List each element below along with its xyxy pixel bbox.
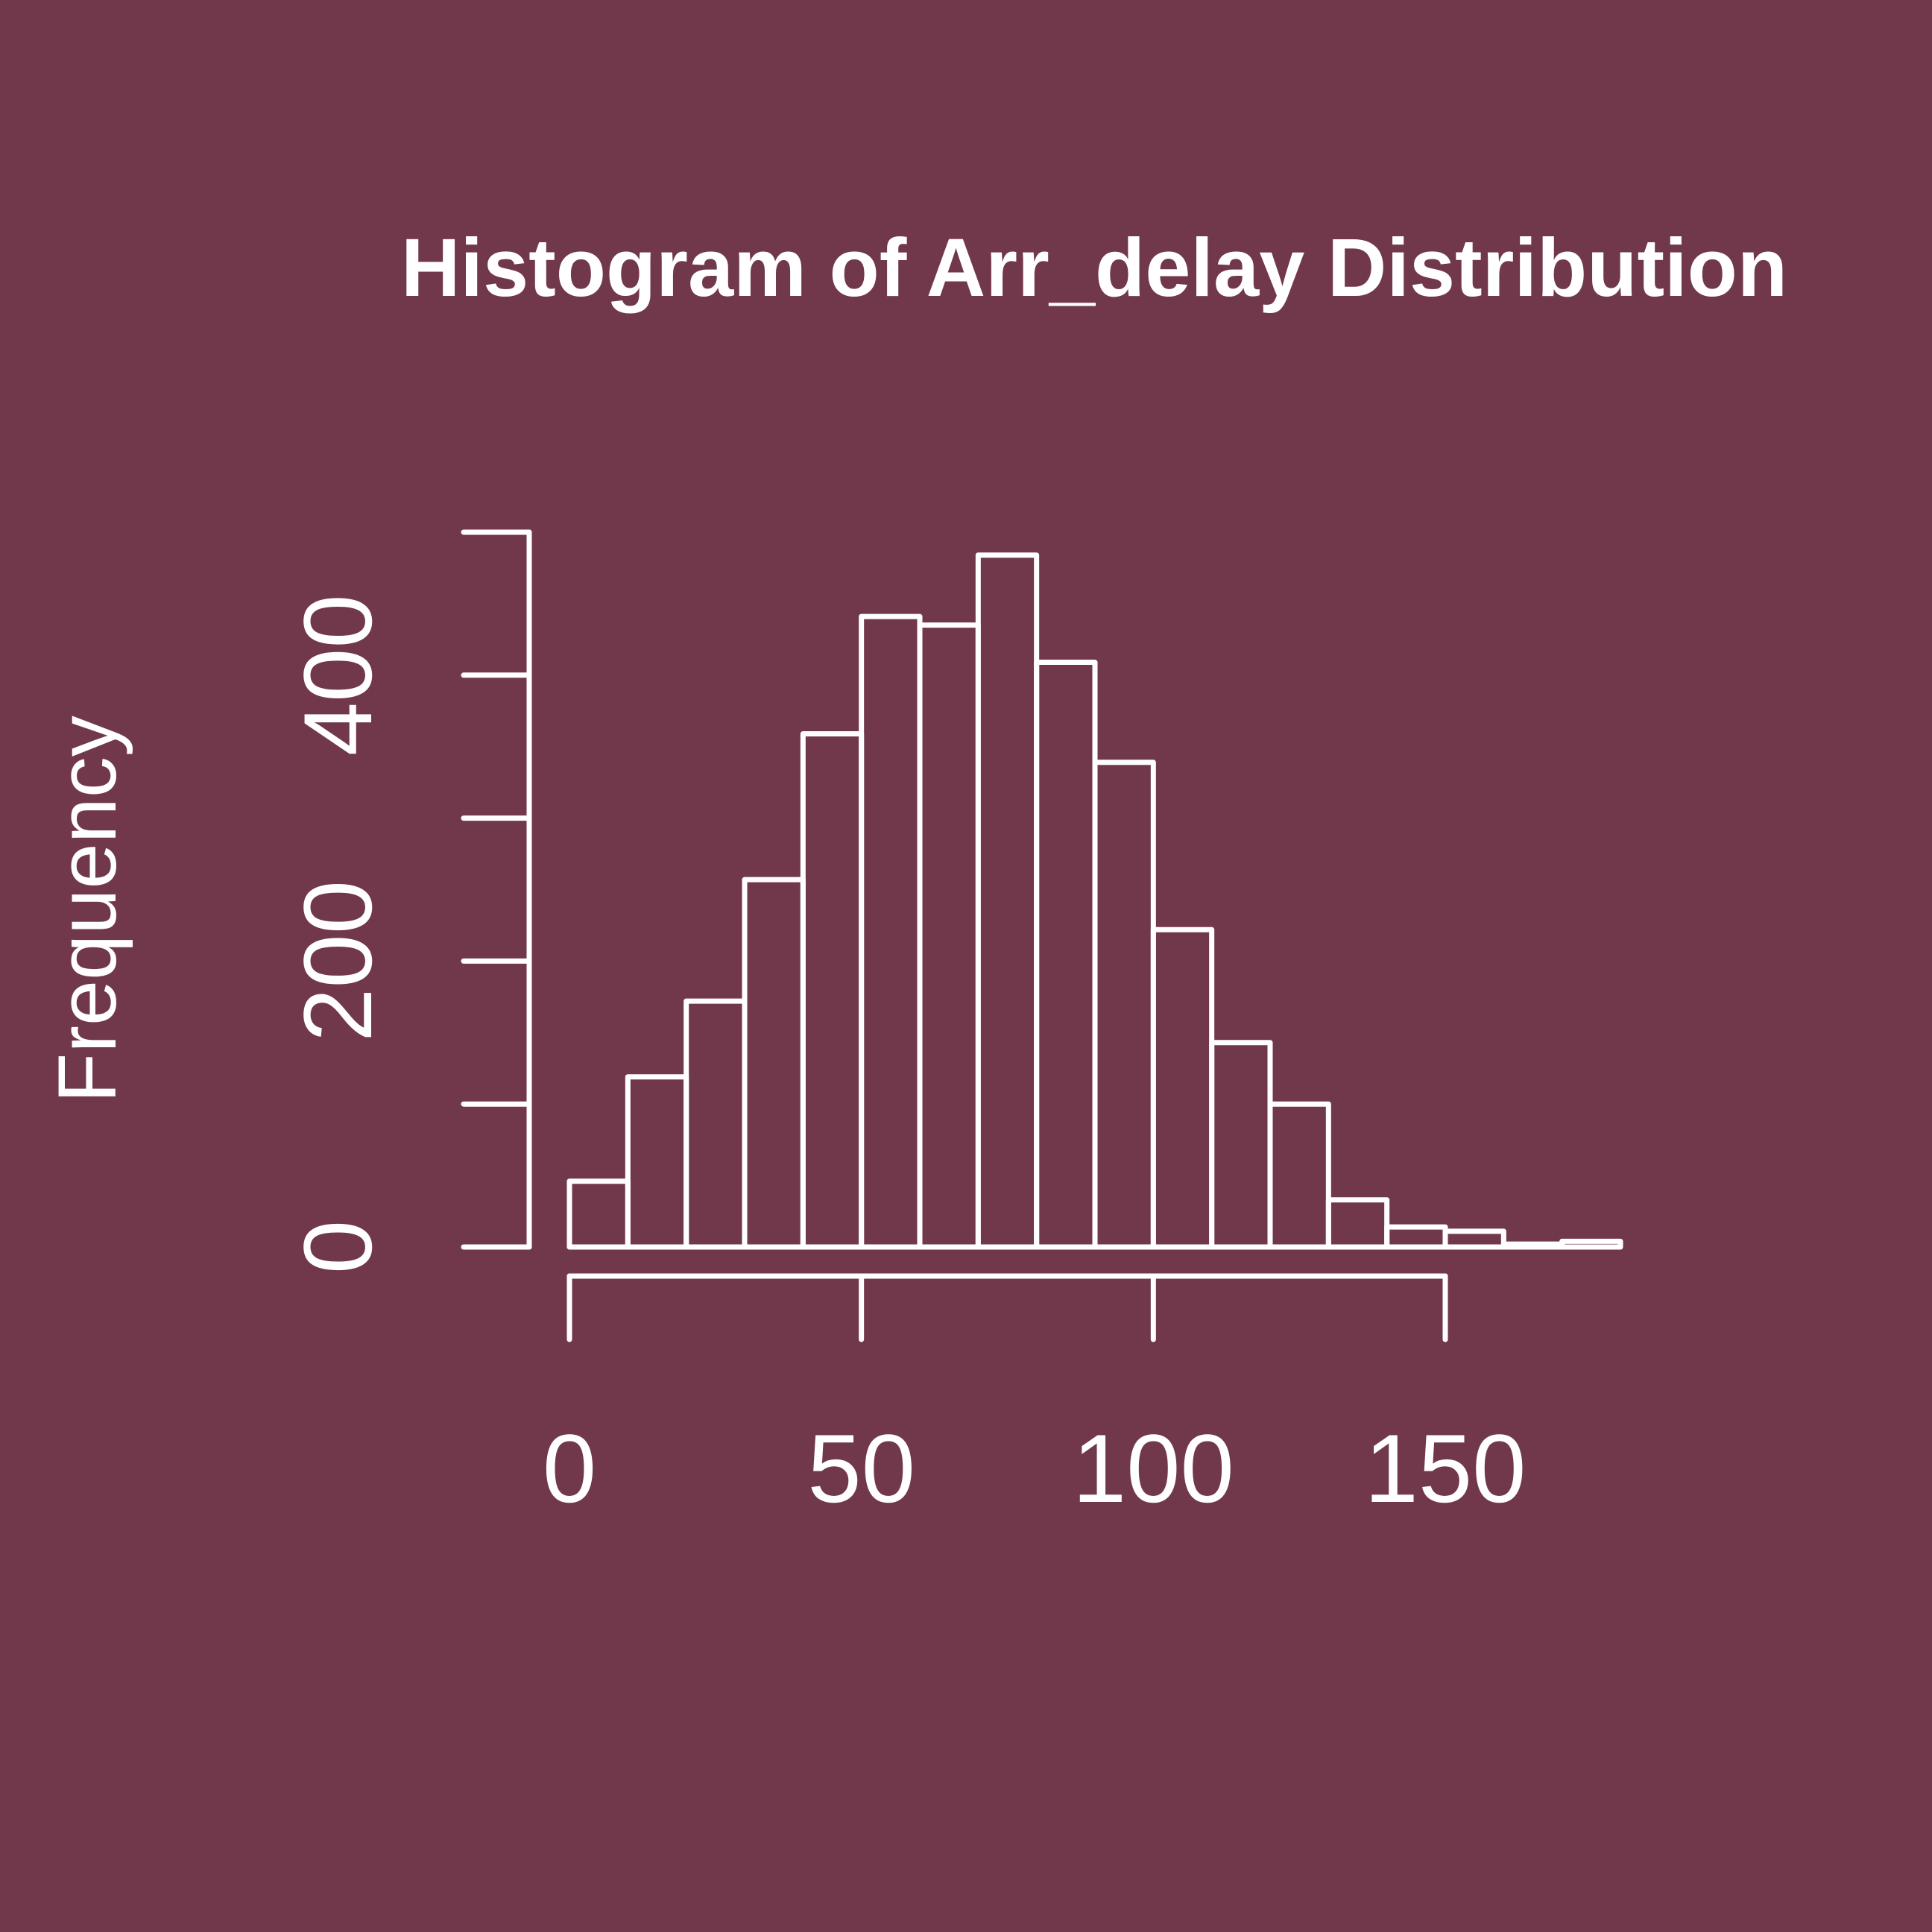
y-tick-label: 0 (283, 1220, 392, 1274)
histogram-bar (1500, 1241, 1565, 1250)
histogram-bar (1559, 1238, 1623, 1250)
y-tick-label: 400 (283, 594, 392, 756)
x-tick-label: 100 (1073, 1414, 1234, 1523)
x-tick-label: 50 (807, 1414, 915, 1523)
histogram-bars (566, 552, 1623, 1250)
x-tick-label: 0 (543, 1414, 596, 1523)
y-tick-label: 200 (283, 880, 392, 1042)
chart-title: Histogram of Arr_delay Distribution (401, 222, 1787, 314)
x-axis: 0 50 100 150 (543, 1273, 1527, 1523)
histogram-bar (1442, 1228, 1506, 1250)
y-axis-label: Frequency (42, 716, 133, 1103)
y-axis: 0 200 400 (283, 529, 532, 1274)
x-tick-label: 150 (1365, 1414, 1527, 1523)
histogram-bar (1267, 1101, 1331, 1250)
histogram-bar (1325, 1197, 1390, 1250)
